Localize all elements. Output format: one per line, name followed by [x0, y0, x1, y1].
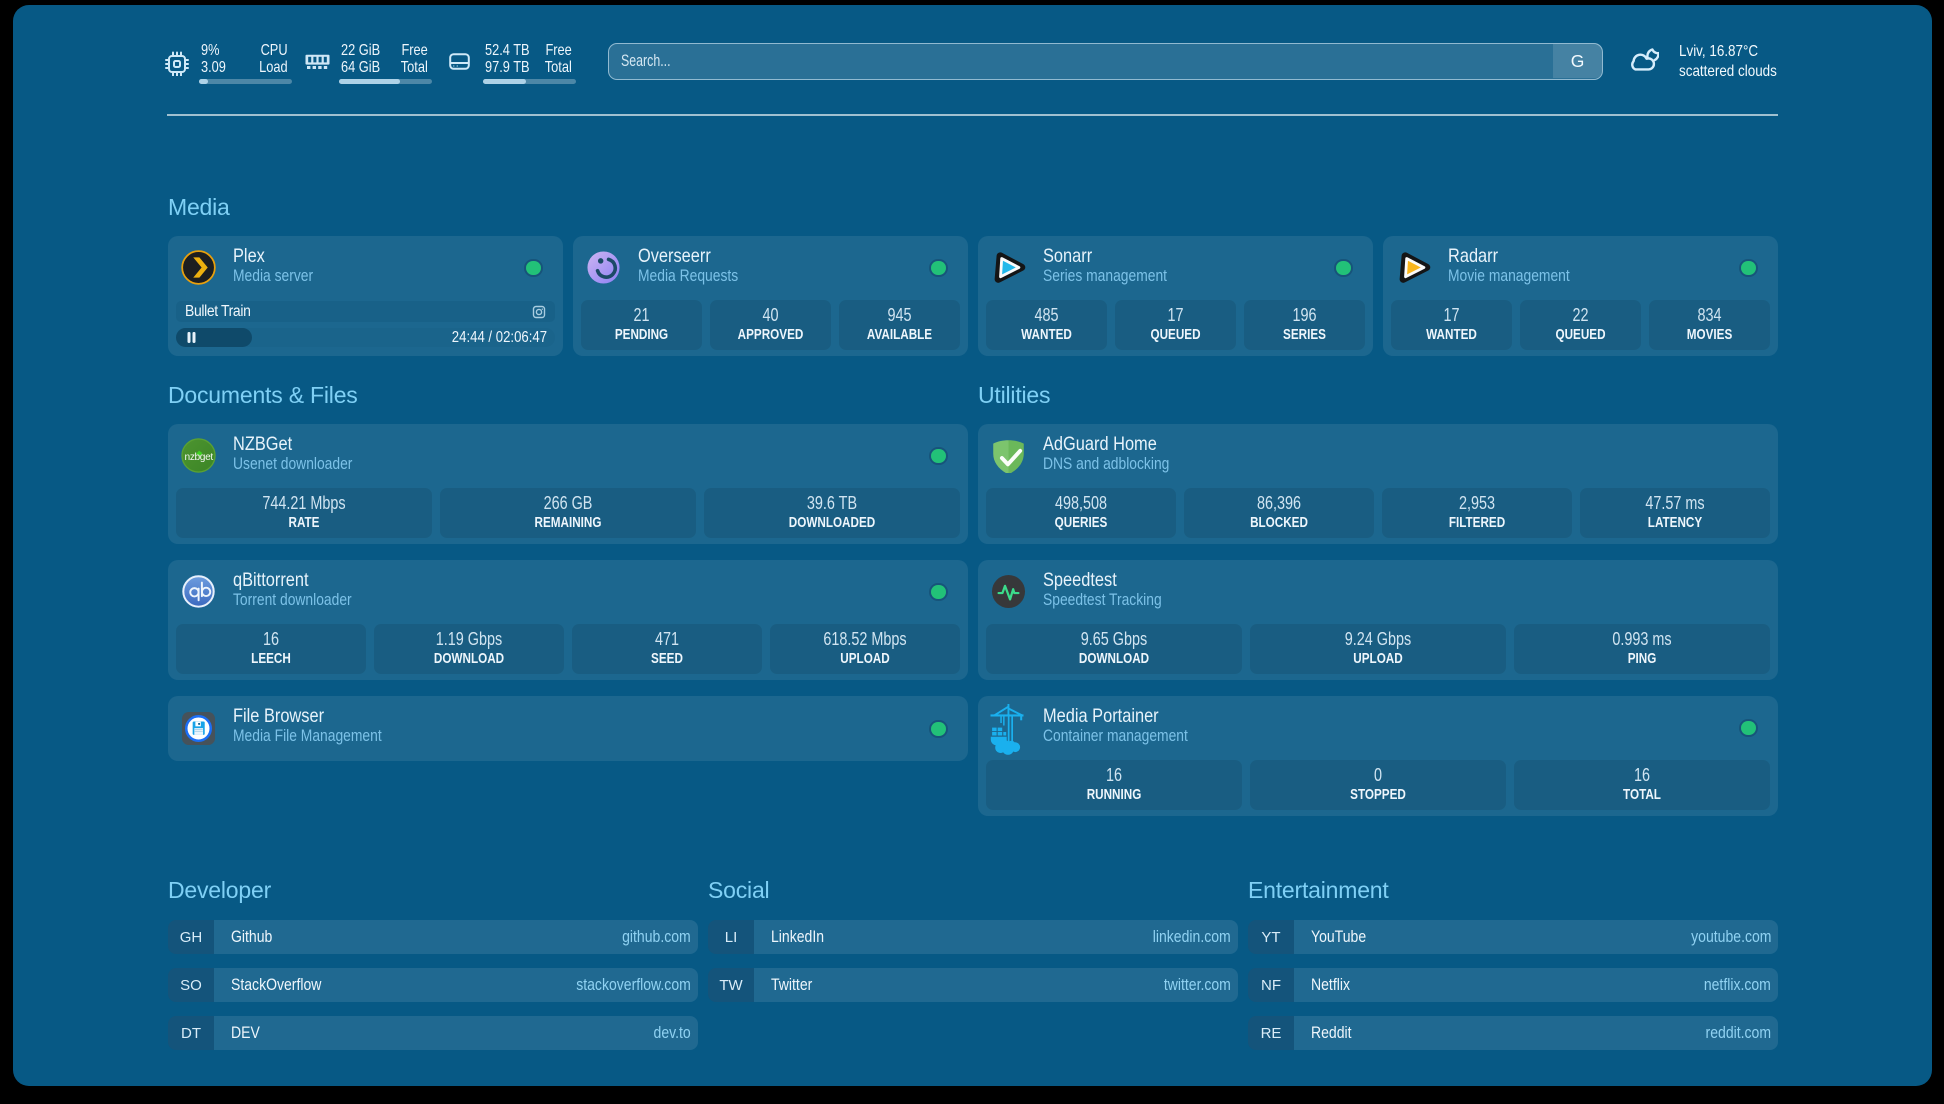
svg-text:nzbget: nzbget — [185, 452, 214, 463]
